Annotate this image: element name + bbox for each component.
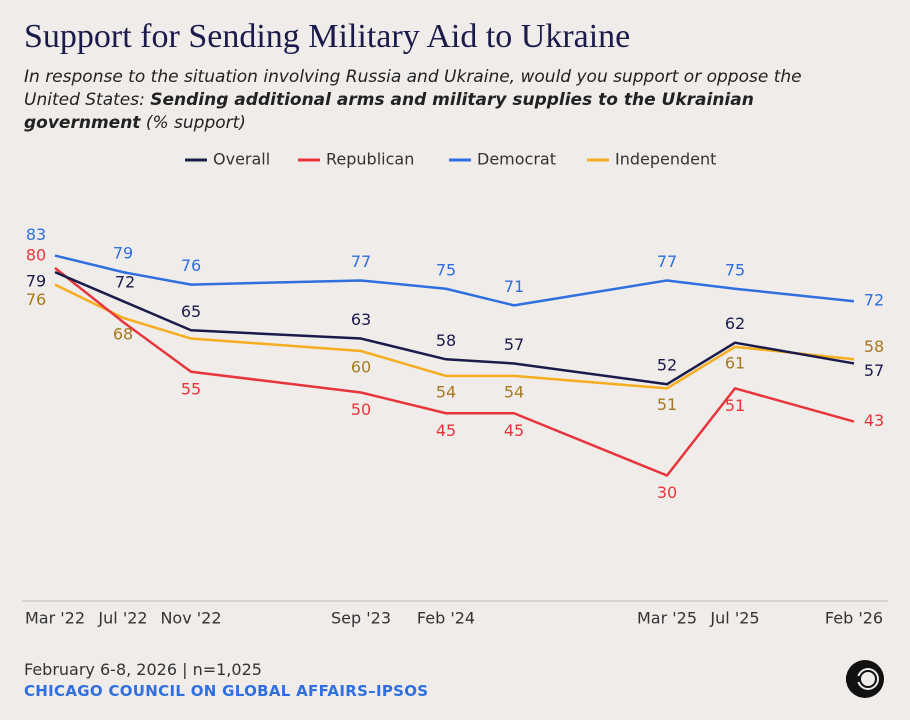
- data-label: 58: [436, 331, 456, 350]
- data-label: 57: [864, 361, 884, 380]
- data-label: 30: [657, 483, 677, 502]
- data-label: 72: [115, 273, 135, 292]
- x-tick-label: Mar '22: [25, 609, 85, 628]
- data-label: 51: [725, 396, 745, 415]
- data-label: 76: [181, 256, 201, 275]
- data-label: 55: [181, 379, 201, 398]
- data-label: 52: [657, 356, 677, 375]
- data-label: 75: [436, 260, 456, 279]
- data-label: 45: [504, 421, 524, 440]
- x-tick-label: Jul '25: [709, 609, 759, 628]
- data-label: 51: [657, 395, 677, 414]
- data-label: 50: [351, 400, 371, 419]
- subtitle-question: In response to the situation involving R…: [24, 67, 802, 110]
- data-label: 77: [351, 252, 371, 271]
- data-label: 79: [113, 244, 133, 263]
- data-label: 54: [504, 382, 524, 401]
- legend-label: Overall: [213, 150, 270, 169]
- series-line: [54, 254, 855, 307]
- data-label: 63: [351, 310, 371, 329]
- data-label: 83: [26, 225, 46, 244]
- data-label: 54: [436, 382, 456, 401]
- x-tick-label: Jul '22: [97, 609, 147, 628]
- series-line: [54, 271, 855, 386]
- data-label: 45: [436, 421, 456, 440]
- source: CHICAGO COUNCIL ON GLOBAL AFFAIRS–IPSOS: [24, 682, 429, 700]
- x-tick-label: Sep '23: [331, 609, 391, 628]
- subtitle: In response to the situation involving R…: [24, 66, 844, 135]
- legend-label: Democrat: [477, 150, 556, 169]
- data-label: 71: [504, 277, 524, 296]
- data-label: 79: [26, 272, 46, 291]
- series-line: [54, 283, 855, 390]
- data-label: 65: [181, 302, 201, 321]
- legend-label: Republican: [326, 150, 414, 169]
- note: February 6-8, 2026 | n=1,025: [24, 660, 262, 679]
- data-label: 57: [504, 335, 524, 354]
- logo: [846, 660, 884, 698]
- subtitle-unit: (% support): [145, 113, 246, 133]
- x-tick-label: Nov '22: [160, 609, 221, 628]
- data-label: 60: [351, 358, 371, 377]
- data-label: 76: [26, 290, 46, 309]
- x-tick-label: Mar '25: [637, 609, 697, 628]
- data-label: 62: [725, 314, 745, 333]
- data-label: 80: [26, 246, 46, 265]
- data-label: 43: [864, 411, 884, 430]
- data-label: 77: [657, 252, 677, 271]
- data-label: 75: [725, 260, 745, 279]
- x-tick-label: Feb '24: [417, 609, 475, 628]
- chart-title: Support for Sending Military Aid to Ukra…: [24, 18, 631, 55]
- data-label: 68: [113, 324, 133, 343]
- x-tick-label: Feb '26: [825, 609, 883, 628]
- data-label: 72: [864, 291, 884, 310]
- series-line: [54, 267, 855, 477]
- data-label: 58: [864, 337, 884, 356]
- data-label: 61: [725, 353, 745, 372]
- subtitle-item: Sending additional arms and military sup…: [24, 90, 754, 133]
- legend-label: Independent: [615, 150, 716, 169]
